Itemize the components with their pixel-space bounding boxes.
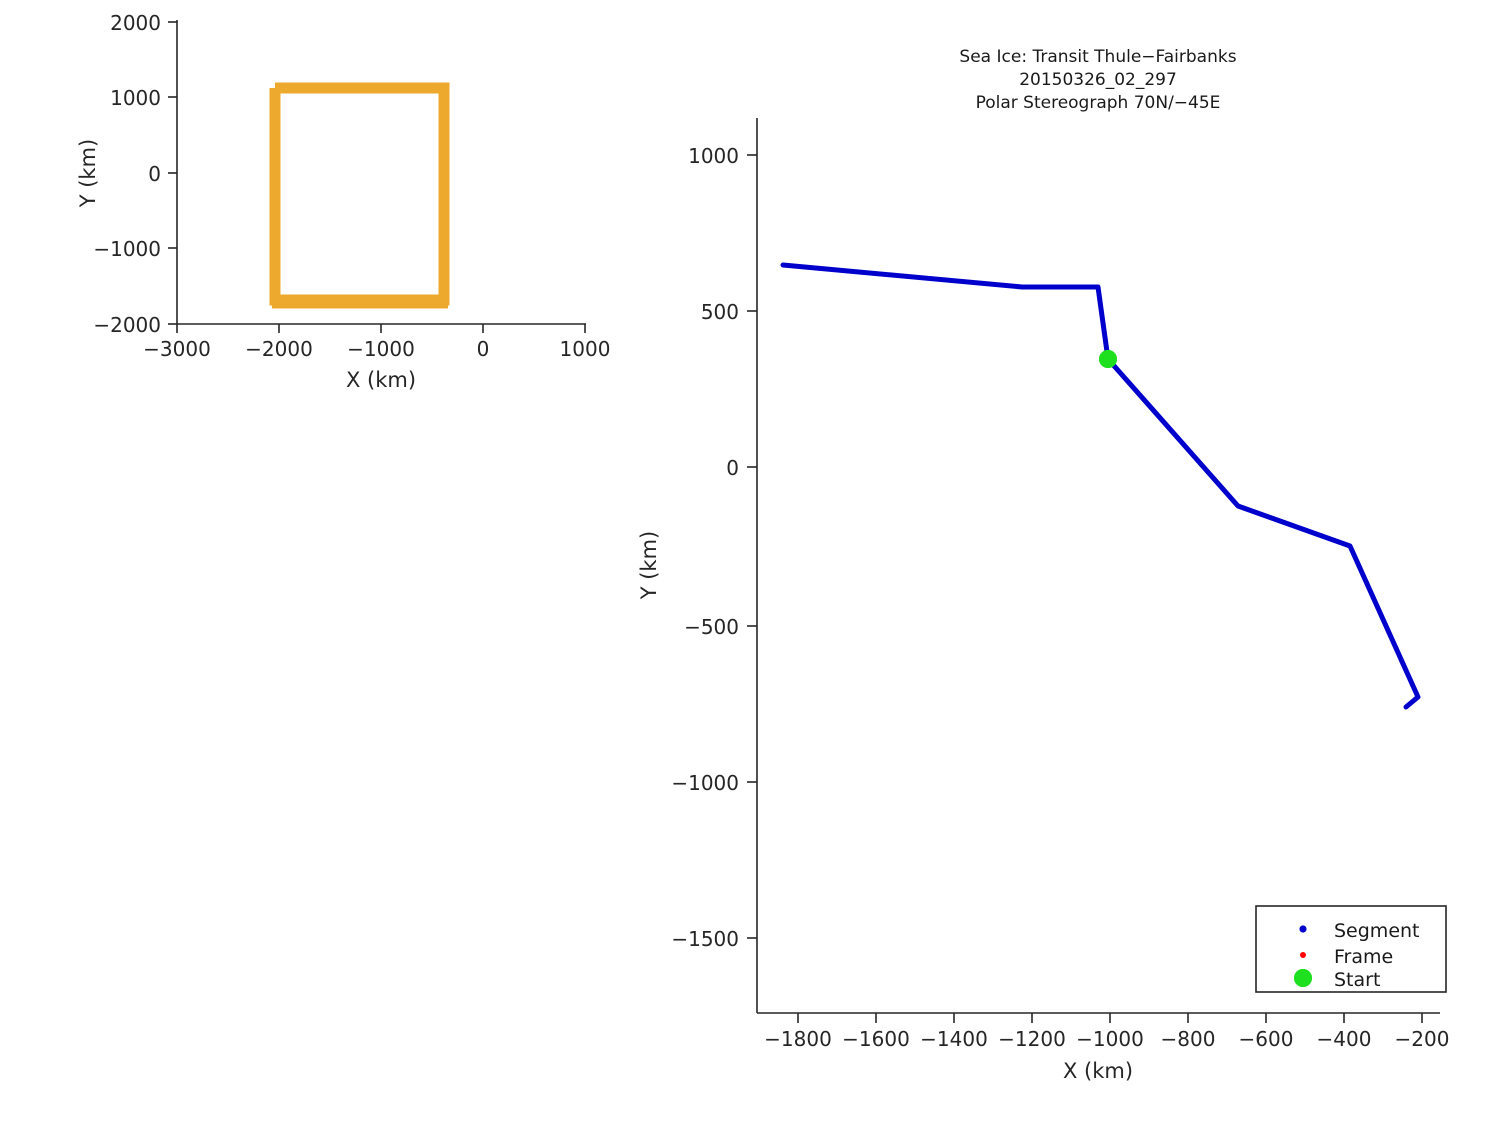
overview-x-tick-label-neg2000: −2000 (245, 337, 313, 361)
overview-y-tick-label-0: 0 (148, 162, 161, 186)
main-y-axis-label: Y (km) (637, 531, 661, 601)
main-plot-svg: Sea Ice: Transit Thule−Fairbanks 2015032… (637, 47, 1449, 1083)
main-x-tick-label-neg800: −800 (1161, 1027, 1216, 1051)
legend-box (1255, 905, 1447, 993)
overview-x-tick-label-0: 0 (477, 337, 490, 361)
main-y-tick-label-500: 500 (701, 300, 739, 324)
main-x-axis-label: X (km) (1063, 1059, 1133, 1083)
segment-track-line (780, 262, 1421, 710)
main-x-tick-label-neg1000: −1000 (1076, 1027, 1144, 1051)
main-x-tick-labels: −1800 −1600 −1400 −1200 −1000 −800 −600 … (764, 1027, 1449, 1051)
overview-x-axis-label: X (km) (346, 368, 416, 392)
coverage-box-outline (269, 82, 450, 306)
plot-title: Sea Ice: Transit Thule−Fairbanks 2015032… (959, 47, 1236, 113)
title-line-3: Polar Stereograph 70N/−45E (976, 93, 1221, 113)
main-x-tick-label-neg1400: −1400 (920, 1027, 988, 1051)
start-marker-dot-overlay (1099, 350, 1117, 368)
legend-marker-frame-icon (1300, 952, 1306, 958)
main-y-tick-label-neg1000: −1000 (671, 771, 739, 795)
overview-y-tick-label-neg1000: −1000 (93, 237, 161, 261)
main-y-tick-labels: 1000 500 0 −500 −1000 −1500 (671, 144, 739, 951)
overview-y-tick-label-2000: 2000 (110, 11, 161, 35)
main-y-tick-label-1000: 1000 (688, 144, 739, 168)
legend-item-start[interactable]: Start (1290, 965, 1380, 991)
overview-x-ticks (176, 324, 586, 333)
main-x-tick-label-neg400: −400 (1317, 1027, 1372, 1051)
legend-marker-start-icon (1294, 969, 1312, 987)
main-x-ticks (797, 1013, 1423, 1023)
overview-plot: 2000 1000 0 −1000 −2000 −3000 −2000 −100… (0, 0, 620, 400)
overview-coverage-box (269, 82, 450, 309)
main-y-tick-label-neg500: −500 (684, 615, 739, 639)
legend-label-frame: Frame (1334, 946, 1393, 968)
main-x-tick-label-neg200: −200 (1395, 1027, 1450, 1051)
overview-x-tick-label-1000: 1000 (560, 337, 611, 361)
title-line-2: 20150326_02_297 (1019, 70, 1177, 90)
main-x-tick-label-neg1200: −1200 (998, 1027, 1066, 1051)
overview-x-tick-label-neg3000: −3000 (143, 337, 211, 361)
main-x-tick-label-neg1600: −1600 (842, 1027, 910, 1051)
overview-y-tick-labels: 2000 1000 0 −1000 −2000 (93, 11, 161, 337)
main-plot: Sea Ice: Transit Thule−Fairbanks 2015032… (620, 0, 1500, 1125)
legend-label-start: Start (1334, 969, 1380, 991)
legend-marker-segment-icon (1299, 925, 1307, 933)
main-y-tick-label-0: 0 (726, 456, 739, 480)
legend-label-segment: Segment (1334, 920, 1420, 942)
legend-item-segment[interactable]: Segment (1299, 920, 1420, 942)
plot-legend[interactable]: Segment Frame Start (1255, 905, 1447, 993)
start-marker (1099, 350, 1117, 368)
main-x-tick-label-neg600: −600 (1239, 1027, 1294, 1051)
overview-y-tick-label-neg2000: −2000 (93, 313, 161, 337)
overview-y-axis-label: Y (km) (76, 139, 100, 209)
overview-x-tick-labels: −3000 −2000 −1000 0 1000 (143, 337, 610, 361)
title-line-1: Sea Ice: Transit Thule−Fairbanks (959, 47, 1236, 67)
overview-y-tick-label-1000: 1000 (110, 86, 161, 110)
main-x-tick-label-neg1800: −1800 (764, 1027, 832, 1051)
main-y-ticks (747, 154, 757, 939)
overview-plot-svg: 2000 1000 0 −1000 −2000 −3000 −2000 −100… (76, 11, 610, 392)
overview-x-tick-label-neg1000: −1000 (347, 337, 415, 361)
main-y-tick-label-neg1500: −1500 (671, 927, 739, 951)
legend-item-frame[interactable]: Frame (1300, 946, 1393, 968)
overview-y-ticks (168, 21, 177, 325)
